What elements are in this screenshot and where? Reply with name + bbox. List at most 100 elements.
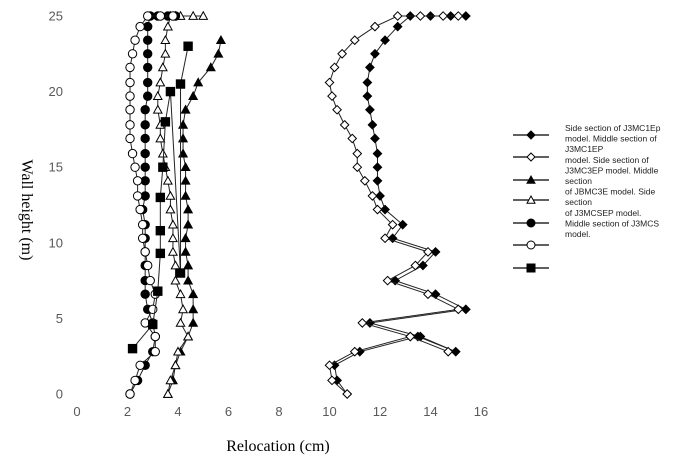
data-point-circle — [140, 289, 150, 299]
legend-text-line: section — [565, 176, 592, 186]
data-point-circle — [145, 275, 155, 286]
legend-text-line: J3MC1EP — [565, 144, 604, 154]
legend-text-line: model. Side section of — [565, 155, 649, 165]
data-point-circle — [140, 105, 150, 115]
data-point-diamond — [349, 346, 360, 357]
x-tick-label: 14 — [423, 404, 437, 419]
data-point-diamond — [324, 360, 335, 371]
data-point-triangle — [155, 77, 166, 87]
data-point-diamond — [382, 275, 393, 286]
data-point-triangle — [180, 190, 191, 200]
data-point-diamond — [430, 246, 441, 257]
data-point-circle — [137, 233, 148, 243]
data-point-triangle — [180, 175, 191, 185]
data-point-triangle — [178, 304, 189, 314]
data-point-triangle — [526, 174, 536, 184]
data-point-circle — [143, 35, 153, 45]
data-point-triangle — [172, 346, 184, 356]
data-point-square — [155, 226, 166, 236]
series-2 — [324, 11, 464, 399]
data-point-circle — [143, 49, 153, 59]
data-point-circle — [135, 21, 145, 32]
data-point-circle — [130, 35, 140, 45]
data-point-diamond — [370, 133, 380, 144]
data-point-triangle — [183, 275, 194, 285]
data-point-diamond — [332, 104, 342, 115]
data-point-diamond — [359, 175, 370, 186]
data-point-triangle — [152, 90, 163, 100]
x-tick-label: 4 — [174, 404, 181, 419]
data-point-triangle — [162, 175, 173, 185]
y-tick-label: 10 — [49, 235, 63, 250]
data-point-diamond — [453, 11, 464, 21]
data-point-triangle — [165, 190, 176, 200]
data-point-circle — [526, 240, 536, 250]
data-point-diamond — [397, 219, 408, 230]
y-tick-label: 5 — [56, 311, 63, 326]
data-point-diamond — [415, 11, 426, 21]
data-point-triangle — [183, 331, 194, 341]
data-point-diamond — [372, 175, 383, 186]
data-point-diamond — [450, 346, 461, 357]
data-point-circle — [150, 346, 160, 357]
data-point-triangle — [170, 260, 181, 270]
data-point-square — [175, 268, 186, 278]
data-point-triangle — [160, 48, 171, 58]
data-point-circle — [137, 219, 148, 230]
data-point-triangle — [215, 34, 226, 45]
y-tick-label: 20 — [49, 84, 63, 99]
data-point-circle — [125, 77, 135, 88]
data-point-diamond — [380, 204, 390, 215]
y-axis-title: Wall height (m) — [18, 160, 35, 261]
y-tick-label: 25 — [49, 9, 63, 24]
data-point-diamond — [405, 331, 416, 342]
data-point-diamond — [352, 162, 363, 173]
data-point-triangle — [165, 375, 176, 385]
data-point-diamond — [526, 130, 536, 140]
data-point-triangle — [188, 288, 199, 299]
data-point-triangle — [180, 161, 191, 172]
data-point-square — [158, 162, 168, 172]
data-point-circle — [140, 133, 150, 144]
data-point-triangle — [188, 10, 199, 20]
data-point-triangle — [180, 233, 191, 243]
data-point-diamond — [418, 260, 428, 271]
data-point-diamond — [367, 119, 378, 130]
data-point-circle — [135, 360, 145, 370]
series-6 — [125, 11, 178, 399]
x-tick-label: 12 — [373, 404, 387, 419]
data-point-circle — [526, 218, 536, 228]
data-point-diamond — [352, 148, 363, 159]
data-point-circle — [143, 11, 153, 21]
x-tick-label: 8 — [275, 404, 282, 419]
series-line — [328, 15, 460, 395]
data-point-triangle — [167, 246, 178, 256]
legend-text-line: model. — [565, 229, 591, 239]
data-point-diamond — [410, 260, 421, 271]
data-point-triangle — [160, 34, 171, 45]
data-point-triangle — [157, 62, 168, 72]
data-point-diamond — [372, 162, 383, 173]
data-point-diamond — [453, 304, 464, 315]
legend-text-line: model. Middle section of — [565, 134, 657, 144]
data-point-diamond — [443, 346, 454, 357]
data-point-square — [127, 343, 138, 354]
series-line — [333, 15, 468, 395]
legend-text-line: of J3MCSEP model. — [565, 208, 641, 218]
data-point-circle — [125, 91, 135, 101]
data-point-circle — [140, 148, 150, 159]
y-tick-label: 15 — [49, 160, 63, 175]
x-tick-label: 0 — [73, 404, 80, 419]
data-point-triangle — [193, 77, 204, 87]
data-point-diamond — [357, 318, 368, 328]
data-point-triangle — [183, 204, 194, 214]
data-point-triangle — [205, 62, 216, 72]
data-point-circle — [155, 11, 166, 21]
data-point-circle — [125, 389, 135, 399]
data-point-circle — [125, 105, 135, 115]
data-point-diamond — [423, 246, 433, 257]
legend-text-line: Middle section of J3MCS — [565, 218, 659, 228]
legend-text-line: Side section of J3MC1Ep — [565, 123, 661, 133]
data-point-triangle — [188, 304, 199, 314]
